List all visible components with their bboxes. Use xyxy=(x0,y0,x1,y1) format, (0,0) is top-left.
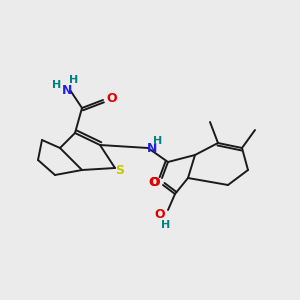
Text: O: O xyxy=(150,176,160,190)
Text: N: N xyxy=(147,142,157,155)
Text: H: H xyxy=(153,136,163,146)
Text: H: H xyxy=(69,75,79,85)
Text: O: O xyxy=(155,208,165,220)
Text: N: N xyxy=(62,85,72,98)
Text: H: H xyxy=(52,80,62,90)
Text: O: O xyxy=(149,176,159,190)
Text: O: O xyxy=(107,92,117,106)
Text: H: H xyxy=(161,220,171,230)
Text: S: S xyxy=(116,164,124,178)
